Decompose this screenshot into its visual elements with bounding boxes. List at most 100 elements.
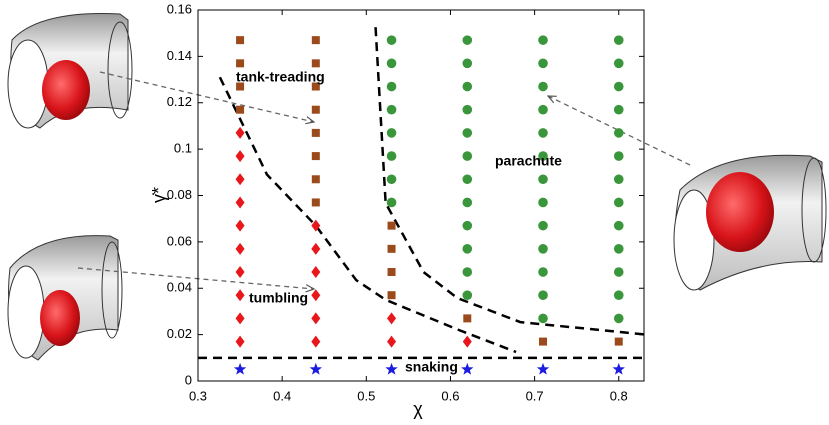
diamond-marker xyxy=(235,335,245,348)
boundary-line xyxy=(374,27,647,336)
circle-marker xyxy=(613,35,624,45)
x-tick-label: 0.5 xyxy=(357,388,375,403)
star-marker xyxy=(233,362,247,375)
circle-marker xyxy=(613,267,624,277)
square-marker xyxy=(311,105,320,114)
plot-frame xyxy=(197,9,645,382)
y-tick-label: 0.12 xyxy=(167,94,192,109)
y-tick-label: 0.02 xyxy=(167,326,192,341)
diamond-marker xyxy=(387,312,397,325)
diamond-marker xyxy=(311,219,321,232)
circle-marker xyxy=(613,151,624,161)
square-marker xyxy=(311,82,320,91)
y-tick-label: 0.06 xyxy=(167,233,192,248)
circle-marker xyxy=(386,35,397,45)
circle-marker xyxy=(538,104,548,115)
circle-marker xyxy=(386,197,397,208)
circle-marker xyxy=(613,290,624,301)
diamond-marker xyxy=(311,289,321,302)
circle-marker xyxy=(538,35,548,45)
square-marker xyxy=(387,268,396,277)
circle-marker xyxy=(386,128,397,138)
circle-marker xyxy=(462,197,473,208)
circle-marker xyxy=(386,174,397,185)
diamond-marker xyxy=(235,150,245,163)
square-marker xyxy=(463,314,472,323)
region-label: parachute xyxy=(495,153,562,169)
circle-marker xyxy=(613,197,624,208)
diamond-marker xyxy=(235,173,245,186)
circle-marker xyxy=(462,244,473,254)
illustration-right xyxy=(673,154,827,291)
x-tick-label: 0.8 xyxy=(610,388,628,403)
square-marker xyxy=(539,337,548,346)
circle-marker xyxy=(538,81,548,92)
square-marker xyxy=(387,244,396,253)
circle-marker xyxy=(538,290,548,301)
circle-marker xyxy=(538,244,548,254)
star-marker xyxy=(536,362,550,375)
star-marker xyxy=(309,362,322,375)
circle-marker xyxy=(386,151,397,161)
circle-marker xyxy=(386,81,397,92)
circle-marker xyxy=(538,220,548,231)
circle-marker xyxy=(462,128,473,138)
circle-marker xyxy=(386,104,397,115)
diamond-marker xyxy=(387,335,397,348)
diamond-marker xyxy=(235,266,245,279)
y-tick-label: 0.16 xyxy=(167,1,192,16)
region-label: snaking xyxy=(405,359,458,375)
y-tick-label: 0.04 xyxy=(167,280,192,295)
star-marker xyxy=(461,362,474,375)
square-marker xyxy=(311,59,320,68)
square-marker xyxy=(311,128,320,137)
diamond-marker xyxy=(235,219,245,232)
circle-marker xyxy=(538,174,548,185)
circle-marker xyxy=(462,58,473,69)
y-tick-label: 0.1 xyxy=(174,141,192,156)
square-marker xyxy=(236,36,245,45)
region-label: tank-treading xyxy=(236,69,325,85)
circle-marker xyxy=(613,174,624,185)
boundary-line xyxy=(218,76,517,354)
diamond-marker xyxy=(311,335,321,348)
illustration-bottom-left xyxy=(7,235,123,361)
circle-marker xyxy=(538,267,548,277)
square-marker xyxy=(387,221,396,230)
diamond-marker xyxy=(235,196,245,209)
circle-marker xyxy=(386,58,397,69)
square-marker xyxy=(311,198,320,207)
circle-marker xyxy=(613,81,624,92)
circle-marker xyxy=(613,128,624,138)
circle-marker xyxy=(462,174,473,185)
x-tick-label: 0.4 xyxy=(273,388,291,403)
x-tick-label: 0.6 xyxy=(441,388,459,403)
circle-marker xyxy=(538,128,548,138)
square-marker xyxy=(387,291,396,300)
circle-marker xyxy=(462,151,473,161)
x-axis-label: χ xyxy=(413,399,423,419)
star-marker xyxy=(612,362,625,375)
circle-marker xyxy=(613,104,624,115)
circle-marker xyxy=(462,81,473,92)
circle-marker xyxy=(538,58,548,69)
arrows xyxy=(77,71,691,289)
circle-marker xyxy=(538,197,548,208)
illustration-top-left xyxy=(7,13,133,129)
square-marker xyxy=(236,82,245,91)
square-marker xyxy=(236,59,245,68)
circle-marker xyxy=(462,35,473,45)
diamond-marker xyxy=(235,312,245,325)
y-tick-label: 0.14 xyxy=(167,48,192,63)
circle-marker xyxy=(462,104,473,115)
diamond-marker xyxy=(235,242,245,255)
region-label: tumbling xyxy=(249,290,308,306)
square-marker xyxy=(311,36,320,45)
y-tick-label: 0.08 xyxy=(167,187,192,202)
circle-marker xyxy=(613,58,624,69)
circle-marker xyxy=(538,313,548,324)
circle-marker xyxy=(462,290,473,301)
square-marker xyxy=(614,337,623,346)
diamond-marker xyxy=(311,312,321,325)
